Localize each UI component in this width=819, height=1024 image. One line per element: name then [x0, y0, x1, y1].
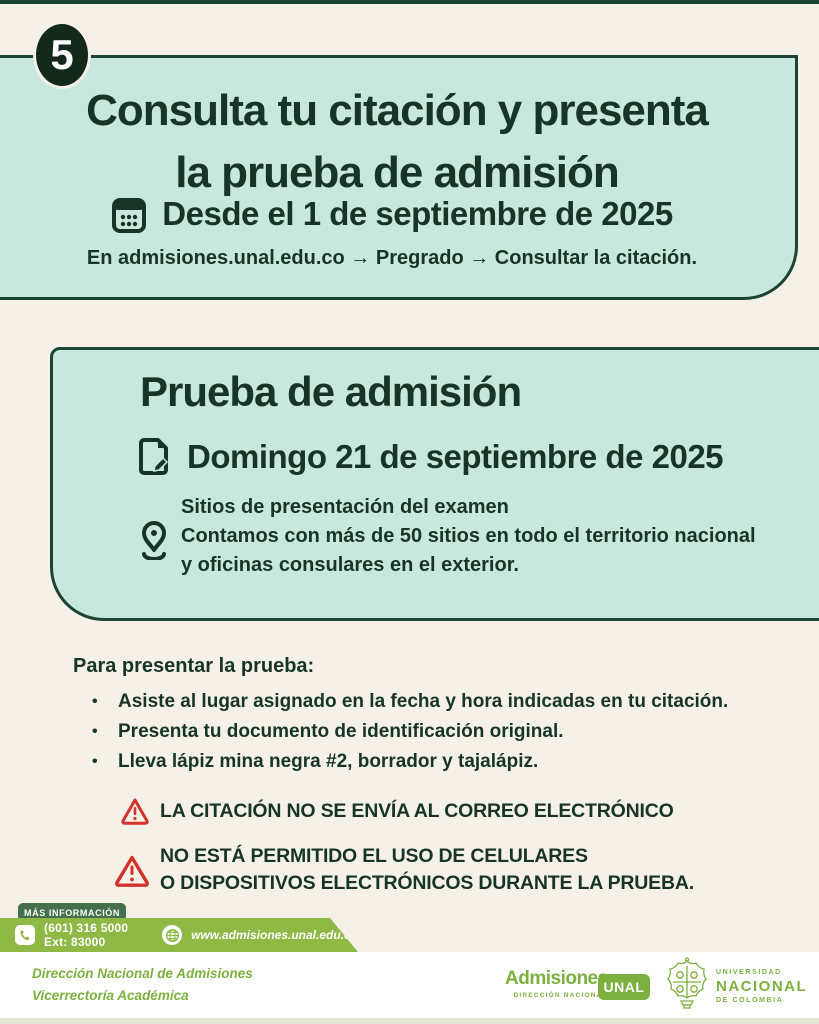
direction-line2: Vicerrectoría Académica — [32, 988, 189, 1003]
website-url: www.admisiones.unal.edu.co — [191, 928, 358, 942]
univ-line1: UNIVERSIDAD — [716, 969, 782, 976]
citation-title-line2: la prueba de admisión — [175, 148, 620, 197]
more-info-label: MÁS INFORMACIÓN — [24, 907, 120, 918]
citation-date-label: Desde el 1 de septiembre de 2025 — [162, 195, 673, 232]
phone-icon — [15, 925, 35, 945]
warning-triangle-icon — [114, 854, 150, 887]
instruction-item: Lleva lápiz mina negra #2, borrador y ta… — [92, 747, 728, 777]
instructions-list: Asiste al lugar asignado en la fecha y h… — [92, 687, 728, 777]
unal-logo-badge: UNAL — [598, 974, 650, 1000]
warning-no-devices-line1: NO ESTÁ PERMITIDO EL USO DE CELULARES — [160, 845, 588, 867]
instruction-item: Presenta tu documento de identificación … — [92, 717, 728, 747]
contact-banner: (601) 316 5000 Ext: 83000 www.admisiones… — [0, 918, 358, 952]
admisiones-subtitle: DIRECCIÓN NACIONAL — [513, 992, 608, 999]
admisiones-logo: Admisiones DIRECCIÓN NACIONAL — [505, 968, 608, 999]
unal-wordmark: UNAL — [603, 979, 645, 995]
warning-no-email-text: LA CITACIÓN NO SE ENVÍA AL CORREO ELECTR… — [160, 799, 674, 822]
citation-path-text: En admisiones.unal.edu.co → Pregrado → C… — [86, 247, 698, 269]
admisiones-wordmark: Admisiones — [505, 968, 608, 989]
universidad-nacional-wordmark: UNIVERSIDAD NACIONAL DE COLOMBIA — [716, 969, 807, 1004]
citation-title-line1: Consulta tu citación y presenta — [86, 86, 709, 135]
step-number-badge: 5 — [33, 21, 91, 89]
citation-date-row: Desde el 1 de septiembre de 2025 — [0, 194, 795, 234]
exam-date-label: Domingo 21 de septiembre de 2025 — [187, 438, 724, 475]
univ-line3: DE COLOMBIA — [716, 997, 784, 1004]
document-edit-icon — [138, 436, 172, 478]
warning-no-devices-line2: O DISPOSITIVOS ELECTRÓNICOS DURANTE LA P… — [160, 872, 694, 894]
phone-number: (601) 316 5000 Ext: 83000 — [44, 921, 129, 949]
warning-no-devices-text: NO ESTÁ PERMITIDO EL USO DE CELULARES O … — [160, 843, 694, 897]
globe-icon — [162, 925, 183, 945]
warning-no-devices: NO ESTÁ PERMITIDO EL USO DE CELULARES O … — [114, 843, 694, 897]
exam-sites-text: Contamos con más de 50 sitios en todo el… — [181, 522, 756, 580]
exam-card: Prueba de admisión Domingo 21 de septiem… — [50, 347, 819, 621]
unal-crest-icon — [667, 957, 707, 1011]
citation-card: Consulta tu citación y presenta la prueb… — [0, 55, 798, 300]
instructions-heading: Para presentar la prueba: — [73, 655, 315, 677]
instruction-item: Asiste al lugar asignado en la fecha y h… — [92, 687, 728, 717]
direction-line1: Dirección Nacional de Admisiones — [32, 966, 253, 981]
exam-card-title: Prueba de admisión — [140, 368, 522, 415]
top-border-bar — [0, 0, 819, 4]
exam-sites-line1: Contamos con más de 50 sitios en todo el… — [181, 525, 756, 547]
location-pin-icon — [139, 520, 169, 560]
calendar-icon — [111, 194, 147, 234]
citation-card-title: Consulta tu citación y presenta la prueb… — [0, 80, 795, 204]
direction-signature: Dirección Nacional de Admisiones Vicerre… — [32, 963, 253, 1007]
exam-sites-heading: Sitios de presentación del examen — [181, 496, 509, 518]
univ-line2: NACIONAL — [716, 978, 808, 995]
step-number: 5 — [50, 31, 74, 78]
warning-no-email: LA CITACIÓN NO SE ENVÍA AL CORREO ELECTR… — [120, 797, 674, 825]
exam-sites-line2: y oficinas consulares en el exterior. — [181, 554, 519, 576]
warning-triangle-icon — [120, 797, 150, 825]
exam-date-row: Domingo 21 de septiembre de 2025 — [138, 436, 724, 478]
more-info-tab: MÁS INFORMACIÓN — [18, 903, 126, 922]
bottom-edge-strip — [0, 1018, 819, 1024]
